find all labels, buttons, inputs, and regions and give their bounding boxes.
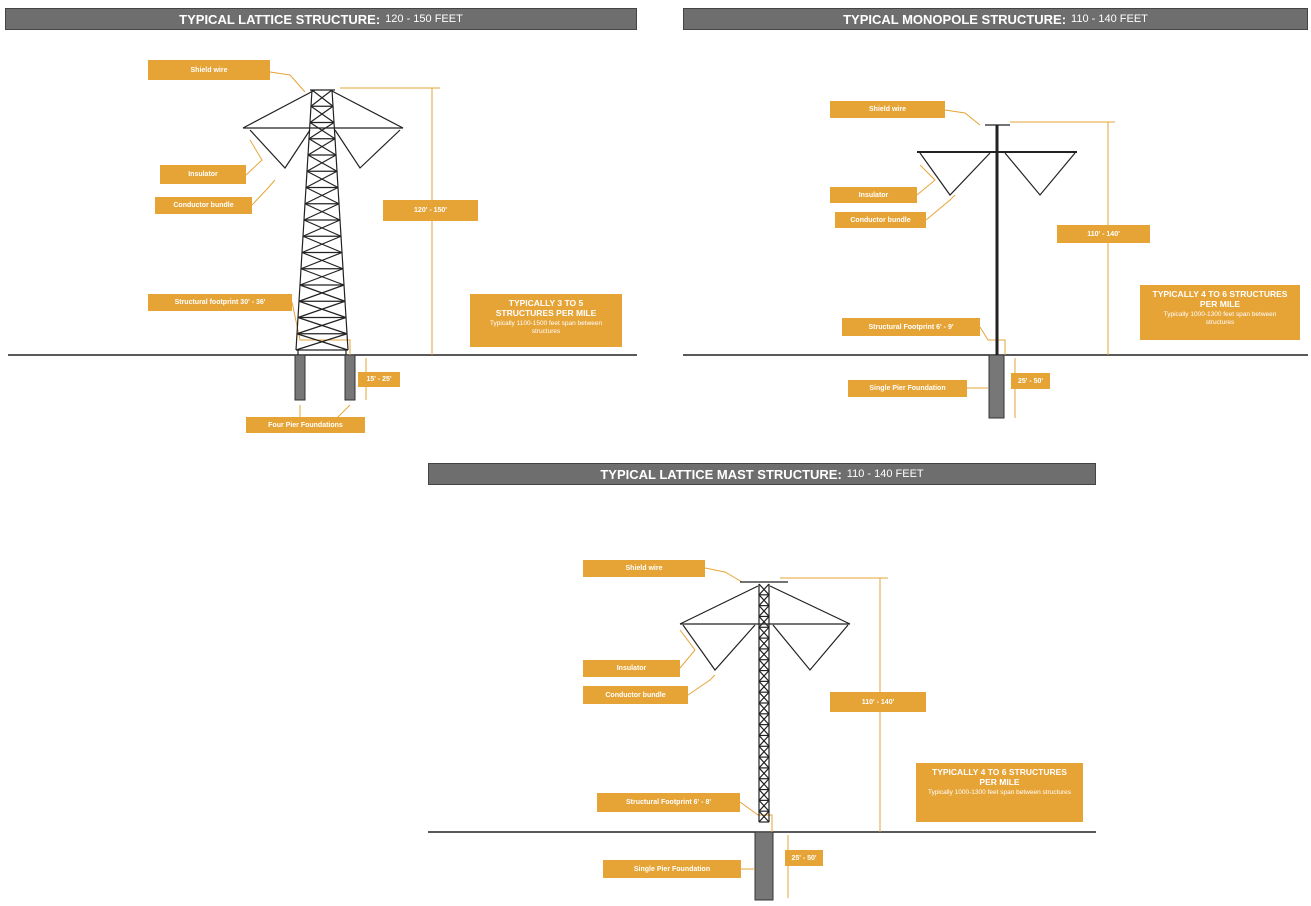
lattice-member <box>758 637 770 650</box>
summary: TYPICALLY 3 TO 5 STRUCTURES PER MILE Typi… <box>470 294 622 347</box>
label: Insulator <box>830 187 917 203</box>
lattice-member <box>758 605 770 617</box>
title-bar: TYPICAL LATTICE MAST STRUCTURE: 110 - 140… <box>428 463 1096 485</box>
title-bar: TYPICAL LATTICE STRUCTURE: 120 - 150 FEET <box>5 8 637 30</box>
lattice-member <box>758 713 770 726</box>
lattice-member <box>758 594 770 607</box>
lattice-member <box>311 89 334 107</box>
label: Four Pier Foundations <box>246 417 365 433</box>
summary: TYPICALLY 4 TO 6 STRUCTURES PER MILE Typi… <box>916 763 1083 822</box>
label: 15' - 25' <box>358 372 400 387</box>
title: TYPICAL LATTICE STRUCTURE: <box>179 11 381 27</box>
label: 25' - 50' <box>785 850 823 866</box>
lattice-member <box>758 702 770 715</box>
ground-lines <box>8 354 1308 833</box>
lattice-member <box>758 659 770 671</box>
height-range: 110 - 140 FEET <box>1071 13 1148 25</box>
lattice-member <box>303 203 340 221</box>
lattice-member <box>304 186 339 205</box>
summary: TYPICALLY 4 TO 6 STRUCTURES PER MILE Typi… <box>1140 285 1300 340</box>
label: 110' - 140' <box>1057 225 1150 243</box>
lattice-member <box>305 170 338 189</box>
label: Shield wire <box>148 60 270 80</box>
lattice-member <box>310 89 333 107</box>
summary-title: TYPICALLY 4 TO 6 STRUCTURES PER MILE <box>1152 289 1288 309</box>
lattice-member <box>296 316 347 335</box>
summary-title: TYPICALLY 4 TO 6 STRUCTURES PER MILE <box>932 767 1067 787</box>
lattice-member <box>758 799 770 812</box>
height-range: 110 - 140 FEET <box>846 468 924 480</box>
label: Structural Footprint 6' - 8' <box>597 793 740 812</box>
lattice-member <box>758 680 770 693</box>
lattice-member <box>758 616 770 628</box>
lattice-member <box>309 105 334 123</box>
lattice-member <box>758 626 770 639</box>
lattice-member <box>758 789 770 801</box>
label: 25' - 50' <box>1011 373 1050 389</box>
label: 110' - 140' <box>830 692 926 712</box>
summary-text: Typically 1000-1300 feet span between st… <box>927 789 1072 796</box>
lattice-member <box>298 284 345 302</box>
label: Shield wire <box>583 560 705 577</box>
lattice-member <box>308 121 335 140</box>
summary-title: TYPICALLY 3 TO 5 STRUCTURES PER MILE <box>495 298 597 318</box>
lattice-member <box>758 767 770 780</box>
lattice-member <box>297 300 346 319</box>
title: TYPICAL LATTICE MAST STRUCTURE: <box>600 466 842 482</box>
towers <box>242 89 1077 823</box>
label: Conductor bundle <box>583 686 688 704</box>
title-bar: TYPICAL MONOPOLE STRUCTURE: 110 - 140 FEE… <box>683 8 1308 30</box>
lattice-member <box>306 154 337 172</box>
lattice-member <box>758 778 770 790</box>
lattice-member <box>302 219 341 237</box>
lattice-member <box>307 138 336 156</box>
lattice-member <box>299 268 344 286</box>
summary-text: Typically 1000-1300 feet span between st… <box>1163 311 1277 326</box>
height-range: 120 - 150 FEET <box>385 13 463 25</box>
lattice-member <box>758 724 770 736</box>
summary-text: Typically 1100-1500 feet span between st… <box>489 320 603 335</box>
label: Structural footprint 30' - 36' <box>148 294 292 311</box>
foundations <box>294 354 1005 901</box>
label: Shield wire <box>830 101 945 118</box>
lattice-member <box>758 583 770 596</box>
title: TYPICAL MONOPOLE STRUCTURE: <box>843 11 1067 27</box>
dimension-lines <box>245 71 1115 898</box>
label: 120' - 150' <box>383 200 478 221</box>
lattice-member <box>758 756 770 769</box>
lattice-member <box>301 235 342 254</box>
label: Single Pier Foundation <box>603 860 741 878</box>
label: Insulator <box>160 165 246 184</box>
label: Conductor bundle <box>835 212 926 228</box>
label: Conductor bundle <box>155 197 252 214</box>
lattice-member <box>758 691 770 704</box>
lattice-member <box>758 735 770 747</box>
lattice-member <box>758 670 770 682</box>
lattice-member <box>295 333 348 351</box>
lattice-member <box>758 745 770 758</box>
lattice-member <box>758 810 770 823</box>
lattice-member <box>758 648 770 661</box>
label: Insulator <box>583 660 680 677</box>
lattice-member <box>300 251 343 270</box>
label: Single Pier Foundation <box>848 380 967 397</box>
label: Structural Footprint 6' - 9' <box>842 318 980 336</box>
